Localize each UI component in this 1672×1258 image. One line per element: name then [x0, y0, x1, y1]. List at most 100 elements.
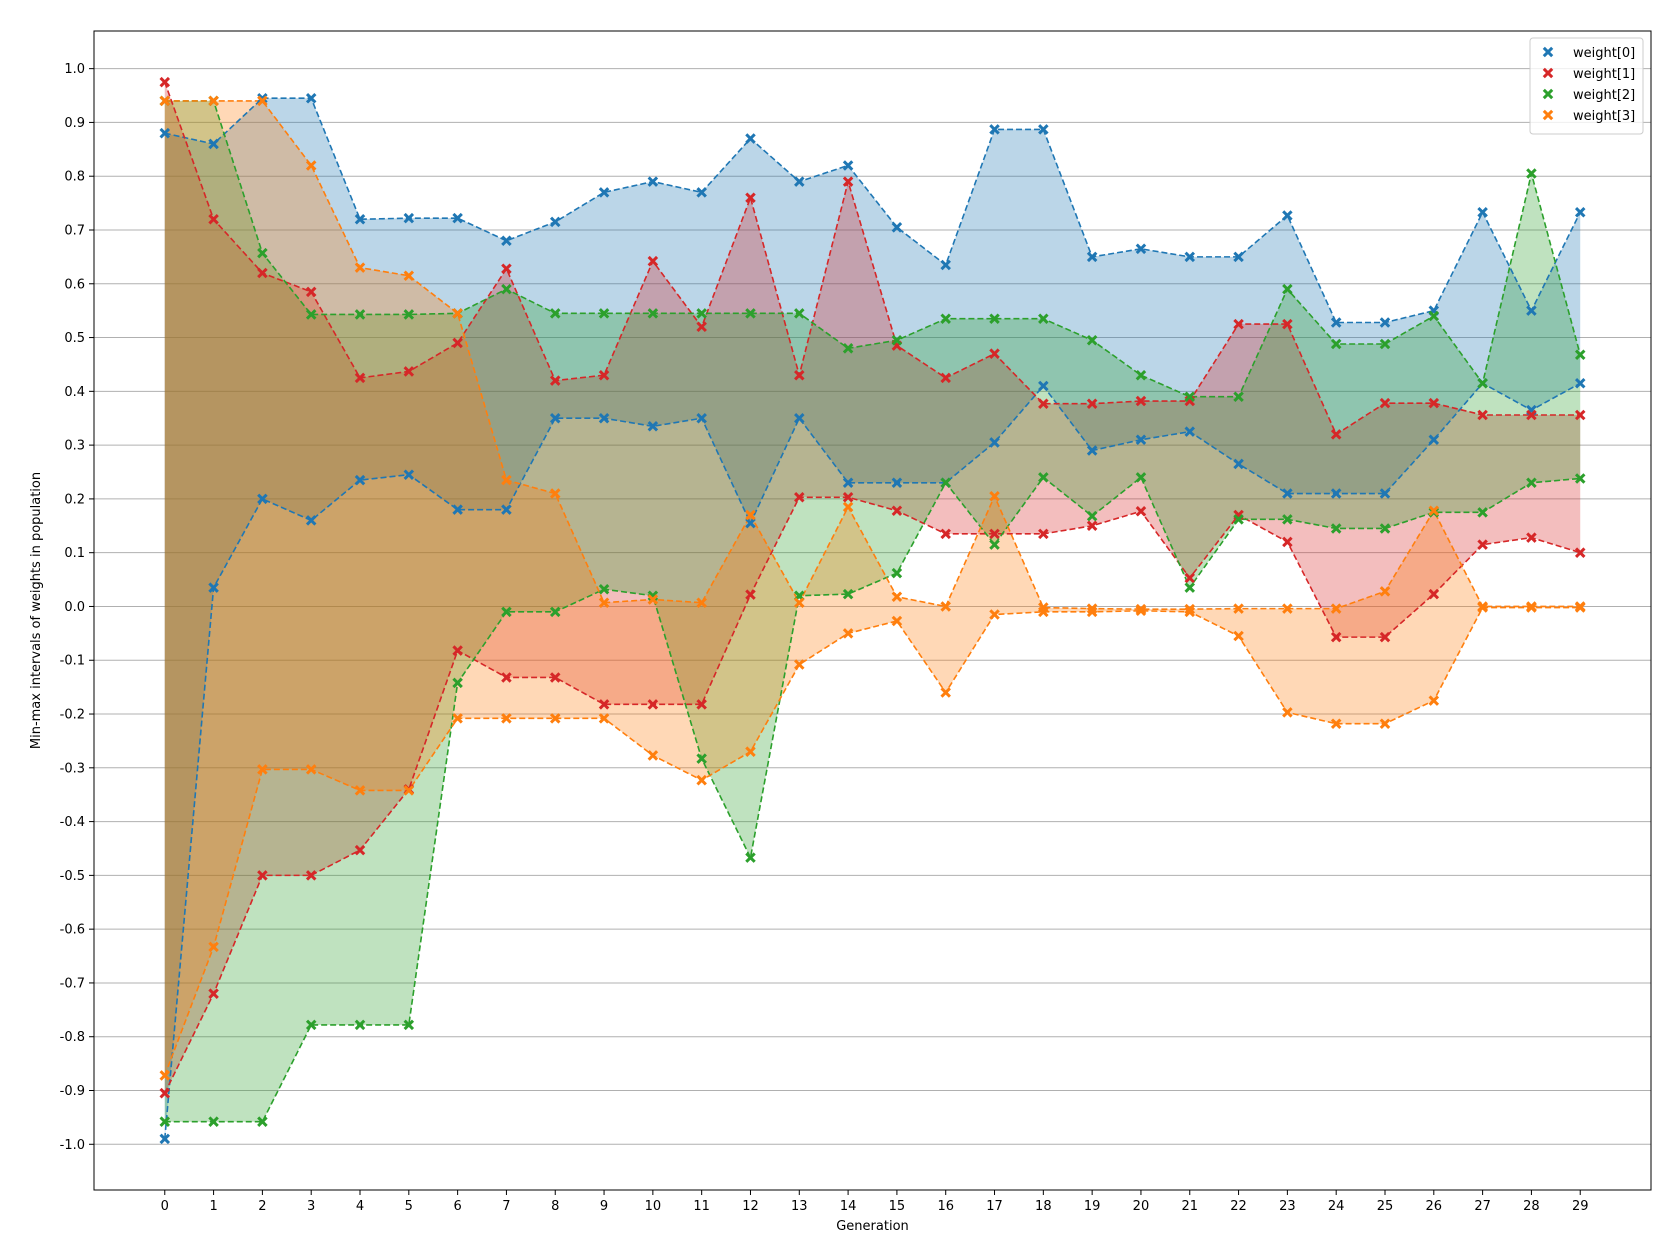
weight-1-min-line	[164, 496, 1581, 1094]
weight-0-min-point	[1574, 378, 1586, 389]
weight-0-min-point	[1379, 488, 1391, 499]
y-axis-ticks: -1.0 -0.9 -0.8 -0.7 -0.6 -0.5 -0.4 -0.3 -0.2 -0.1…	[60, 62, 94, 1153]
weight-0-min-point	[745, 517, 756, 529]
weight-3-max-point	[745, 509, 756, 521]
weight-1-max-point	[1282, 318, 1293, 330]
weight-0-max-point	[1233, 251, 1244, 263]
weight-3-max-point	[403, 270, 415, 281]
weight-2-max-point	[794, 308, 805, 319]
weight-1-min-point	[1477, 539, 1488, 550]
x-tick-label: 22	[1230, 1199, 1247, 1214]
x-tick-label: 15	[889, 1199, 906, 1214]
weight-3-min-point	[354, 785, 366, 796]
y-tick-label: -0.8	[60, 1030, 85, 1045]
weight-0-max-point	[1526, 305, 1537, 316]
weight-2-min-point	[1086, 510, 1098, 522]
y-tick-label: -0.1	[60, 654, 85, 669]
weight-3-max-point	[1282, 603, 1293, 614]
weight-1-max-point	[1135, 395, 1147, 407]
y-tick-label: -0.9	[60, 1084, 85, 1099]
weight-2-min-point	[549, 606, 561, 618]
legend-label-weight-3: weight[3]	[1573, 109, 1635, 124]
weight-0-max-point	[745, 133, 756, 144]
grid-lines	[94, 68, 1651, 1145]
weight-1-min-point	[1086, 520, 1098, 532]
x-tick-label: 13	[791, 1199, 808, 1214]
weight-3-min-point	[1038, 606, 1049, 618]
weight-3-min-point	[891, 615, 903, 627]
weight-3-min-point	[1526, 602, 1537, 613]
weight-0-min-point	[891, 477, 903, 489]
x-tick-label: 8	[551, 1199, 559, 1214]
weight-1-max-point	[354, 372, 366, 384]
weight-2-min-point	[257, 1116, 268, 1127]
weight-3-min-point	[842, 628, 854, 639]
weight-2-max-point	[1477, 378, 1488, 389]
weight-1-min-point	[1428, 588, 1440, 600]
weight-0-min-point	[1135, 434, 1147, 446]
weight-1-min-point	[1574, 547, 1586, 558]
weight-0-max-point	[159, 127, 171, 139]
weight-2-max-point	[354, 309, 366, 320]
weight-3-min-point	[501, 713, 512, 724]
weight-0-max-point	[1038, 124, 1049, 135]
weight-1-max-point	[1477, 409, 1488, 421]
x-tick-label: 11	[693, 1199, 710, 1214]
weight-2-max-point	[1038, 313, 1049, 324]
weight-3-max-point	[549, 488, 561, 499]
weight-0-min-point	[1184, 426, 1196, 437]
weight-1-min-point	[208, 988, 219, 999]
legend-label-weight-1: weight[1]	[1573, 67, 1635, 82]
weight-1-max-point	[1330, 429, 1342, 440]
weight-3-max-point	[940, 601, 951, 612]
series-markers	[159, 76, 1586, 1145]
weight-1-max-point	[647, 255, 659, 267]
weight-0-max-point	[891, 222, 903, 233]
weight-1-max-point	[989, 348, 1000, 359]
weight-2-min-point	[159, 1116, 171, 1127]
weight-3-max-point	[1428, 505, 1440, 516]
weight-3-min-point	[940, 687, 951, 698]
weight-2-min-point	[1135, 472, 1147, 483]
weight-0-max-point	[647, 176, 659, 187]
legend-marker-weight-0	[1542, 46, 1554, 58]
weight-2-max-point	[1379, 338, 1391, 350]
x-tick-label: 24	[1328, 1199, 1345, 1214]
weight-3-max-point	[305, 160, 317, 171]
weight-0-max-line	[164, 97, 1581, 324]
weight-3-min-point	[257, 764, 268, 775]
x-tick-label: 29	[1572, 1199, 1589, 1214]
weight-0-max-point	[257, 92, 268, 104]
weight-2-max-point	[549, 308, 561, 319]
weight-0-max-point	[1574, 206, 1586, 218]
weight-1-max-point	[745, 192, 756, 203]
weight-2-max-point	[989, 313, 1000, 324]
y-tick-label: 1.0	[64, 62, 85, 77]
weight-1-min-point	[1135, 506, 1147, 517]
weight-0-max-point	[940, 259, 951, 271]
weight-2-min-point	[1379, 523, 1391, 534]
weight-0-min-point	[794, 412, 805, 424]
weight-2-max-line	[164, 100, 1582, 398]
x-tick-label: 20	[1133, 1199, 1150, 1214]
weight-0-max-point	[208, 138, 219, 150]
weight-0-max-point	[549, 216, 561, 228]
weight-2-max-point	[1233, 391, 1244, 402]
weight-2-area	[164, 100, 1581, 1122]
weight-1-min-point	[989, 528, 1000, 540]
y-tick-label: -0.4	[60, 815, 85, 830]
weight-1-min-point	[1526, 532, 1537, 543]
weight-1-min-point	[891, 505, 903, 516]
weight-2-min-point	[1184, 582, 1196, 593]
y-tick-label: -0.7	[60, 976, 85, 991]
legend-marker-weight-3	[1542, 109, 1554, 121]
y-tick-label: 0.6	[64, 277, 85, 292]
x-tick-label: 10	[645, 1199, 662, 1214]
weight-1-min-point	[696, 699, 707, 710]
weight-1-max-point	[1086, 398, 1098, 409]
weight-0-max-point	[305, 92, 317, 104]
weight-0-max-point	[1330, 317, 1342, 328]
weight-3-min-point	[1477, 602, 1488, 613]
weight-2-min-point	[598, 583, 610, 595]
weight-2-min-point	[208, 1116, 219, 1127]
